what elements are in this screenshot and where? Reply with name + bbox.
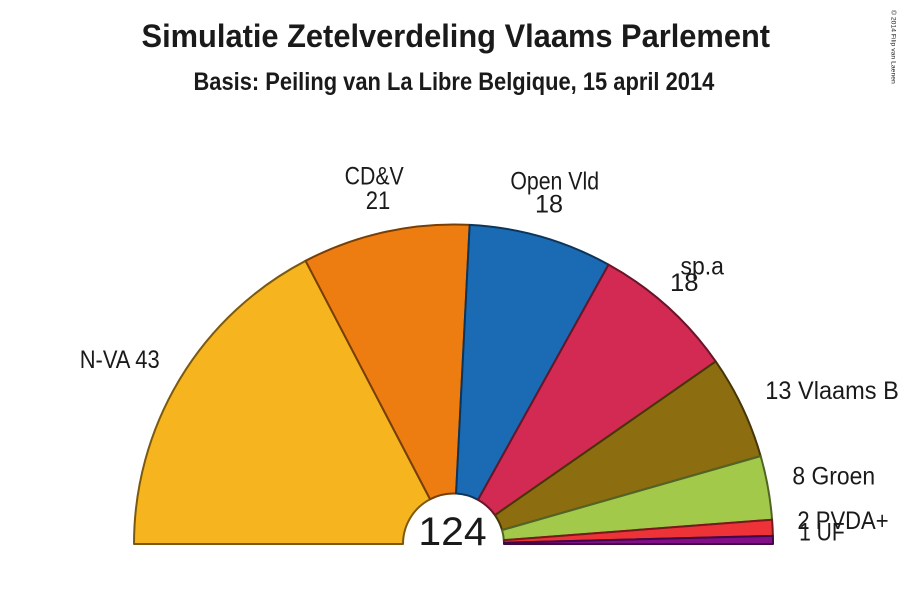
svg-text:8 Groen: 8 Groen <box>792 462 875 490</box>
svg-text:N-VA 43: N-VA 43 <box>80 346 160 374</box>
svg-text:124: 124 <box>418 510 486 554</box>
svg-text:2 PVDA+: 2 PVDA+ <box>797 507 888 535</box>
svg-text:Open Vld: Open Vld <box>510 168 599 196</box>
svg-text:18: 18 <box>670 269 699 297</box>
svg-text:21: 21 <box>366 187 391 215</box>
svg-text:CD&V: CD&V <box>345 163 404 191</box>
svg-text:Basis: Peiling van La Libre Be: Basis: Peiling van La Libre Belgique, 15… <box>194 69 715 96</box>
svg-text:1 UF: 1 UF <box>799 519 845 547</box>
svg-text:sp.a: sp.a <box>681 253 724 281</box>
svg-text:© 2014 Filip van Laenen: © 2014 Filip van Laenen <box>890 10 898 84</box>
svg-text:18: 18 <box>535 191 563 219</box>
svg-text:Simulatie Zetelverdeling Vlaam: Simulatie Zetelverdeling Vlaams Parlemen… <box>142 18 771 54</box>
svg-text:13 Vlaams B: 13 Vlaams B <box>765 377 899 405</box>
